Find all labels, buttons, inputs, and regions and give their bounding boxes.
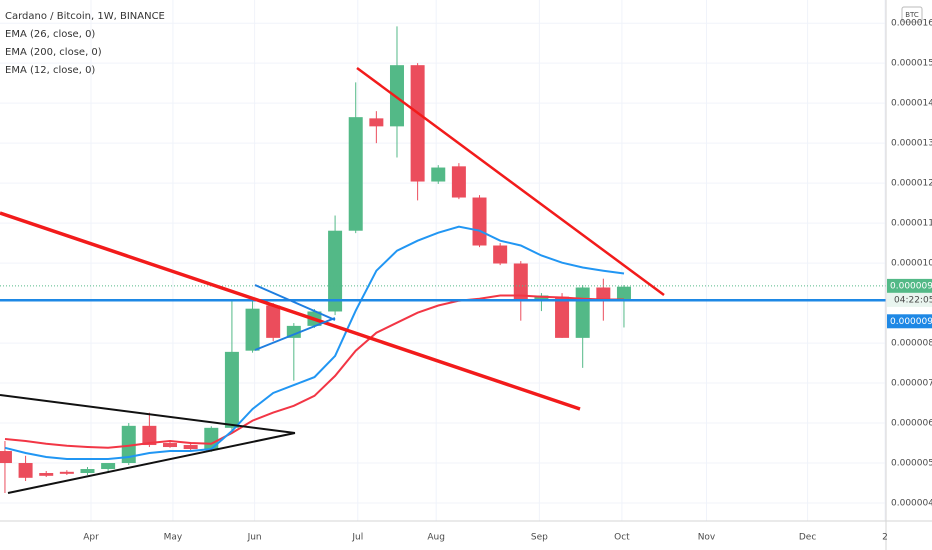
- y-tick-label: 0.00001300: [891, 139, 932, 149]
- candle-body: [286, 325, 301, 338]
- x-tick-label: Jul: [351, 533, 363, 543]
- trendline: [7, 432, 296, 494]
- legend-entry: EMA (26, close, 0): [5, 29, 95, 40]
- candle-body: [328, 230, 343, 312]
- x-tick-label: 2: [882, 533, 888, 543]
- currency: BTC: [905, 11, 919, 19]
- trendline: [0, 394, 296, 434]
- candle-body: [18, 463, 33, 478]
- candle-body: [163, 443, 178, 448]
- y-tick-label: 0.00000600: [891, 419, 932, 429]
- candle-body: [0, 451, 12, 464]
- price-tag: [887, 314, 932, 329]
- chart-title: Cardano / Bitcoin, 1W, BINANCE: [5, 11, 165, 22]
- candle-body: [348, 117, 363, 231]
- price-tag-label: 0.00000943: [890, 281, 932, 291]
- countdown-tag: [887, 292, 932, 307]
- candle-body: [142, 425, 157, 446]
- candle-body: [596, 287, 611, 301]
- candle-body: [555, 296, 570, 338]
- y-tick-label: 0.00000800: [891, 339, 932, 349]
- x-tick-label: Aug: [427, 533, 445, 543]
- candle-body: [183, 445, 198, 450]
- x-tick-label: Oct: [614, 533, 630, 543]
- countdown: 04:22:05: [894, 295, 932, 305]
- plot: [0, 26, 886, 494]
- candle-body: [616, 286, 631, 301]
- candle-body: [224, 351, 239, 428]
- y-tick-label: 0.00001100: [891, 219, 932, 229]
- y-tick-label: 0.00000500: [891, 459, 932, 469]
- y-tick-label: 0.00001500: [891, 59, 932, 69]
- candle-body: [431, 167, 446, 182]
- candle-body: [266, 305, 281, 338]
- trendline: [254, 284, 336, 321]
- x-tick-label: May: [164, 533, 183, 543]
- candle-body: [245, 308, 260, 351]
- trendline: [356, 66, 665, 297]
- ema-line: [4, 294, 624, 449]
- candle-body: [513, 263, 528, 301]
- legend-entry: EMA (200, close, 0): [5, 47, 102, 58]
- candle-body: [39, 473, 54, 476]
- candle-body: [80, 469, 95, 474]
- price-tag-label: 0.00000907: [890, 317, 932, 327]
- currency-box: [901, 6, 923, 23]
- candle-body: [493, 245, 508, 264]
- y-tick-label: 0.00000700: [891, 379, 932, 389]
- y-tick-label: 0.00001200: [891, 179, 932, 189]
- x-tick-label: Dec: [799, 533, 816, 543]
- ema-line: [4, 225, 625, 460]
- candle-body: [59, 471, 74, 474]
- y-tick-label: 0.00001400: [891, 99, 932, 109]
- candle-body: [101, 463, 116, 470]
- candle-body: [121, 425, 136, 464]
- candle-body: [472, 197, 487, 246]
- trendline: [0, 211, 581, 411]
- price-tag: [887, 278, 932, 293]
- candle-body: [369, 118, 384, 127]
- candle-body: [534, 295, 549, 301]
- candle-body: [204, 427, 219, 450]
- candle-body: [389, 65, 404, 127]
- y-tick-label: 0.00001600: [891, 19, 932, 29]
- trendline: [254, 317, 336, 351]
- x-tick-label: Nov: [698, 533, 716, 543]
- legend-entry: EMA (12, close, 0): [5, 65, 95, 76]
- y-tick-label: 0.00000400: [891, 499, 932, 509]
- candle-body: [575, 287, 590, 338]
- candle-body: [451, 166, 466, 198]
- x-tick-label: Jun: [247, 533, 262, 543]
- axes: 0.00001600 0.00001500 0.00001400 0.00001300…: [83, 19, 932, 543]
- x-tick-label: Sep: [531, 533, 548, 543]
- candle-body: [410, 65, 425, 182]
- y-tick-label: 0.00001000: [891, 259, 932, 269]
- x-tick-label: Apr: [83, 533, 99, 543]
